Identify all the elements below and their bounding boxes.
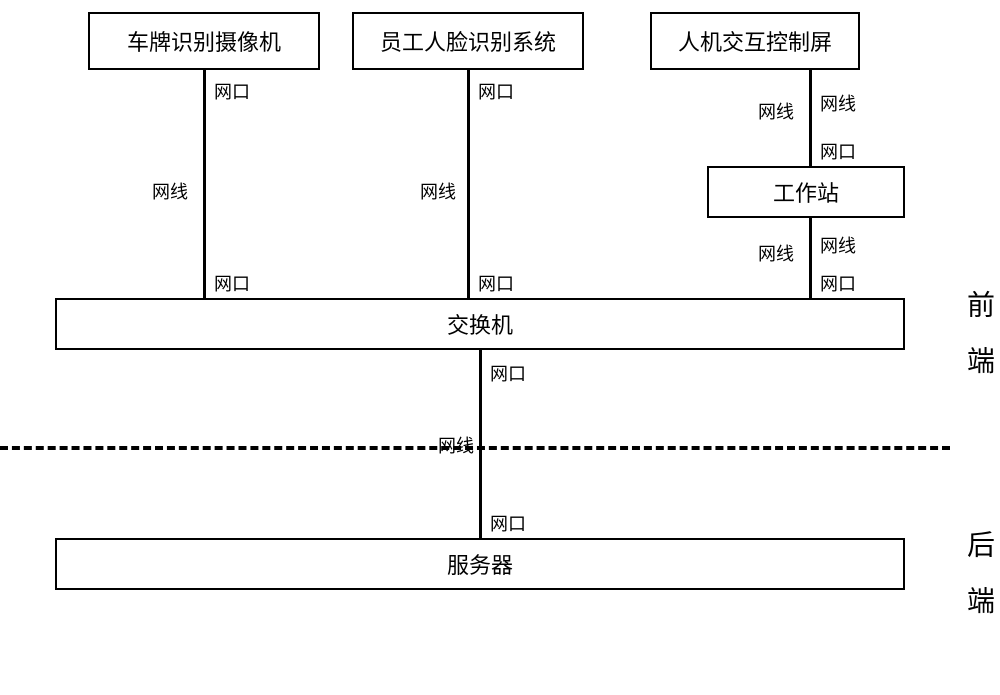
edge-label: 网线 (820, 232, 856, 258)
node-face-label: 员工人脸识别系统 (380, 25, 556, 57)
edge-label: 网口 (490, 510, 526, 536)
edge-label: 网口 (214, 78, 250, 104)
node-hmi-label: 人机交互控制屏 (678, 25, 832, 57)
edge-label: 网线 (758, 98, 794, 124)
edge-label: 网口 (490, 360, 526, 386)
edge-label: 网口 (214, 270, 250, 296)
node-server-label: 服务器 (447, 548, 513, 580)
edge-label: 网线 (438, 432, 474, 458)
edge-workstation-switch (809, 218, 812, 298)
node-face: 员工人脸识别系统 (352, 12, 584, 70)
node-workstation-label: 工作站 (773, 176, 839, 208)
edge-face-switch (467, 70, 470, 298)
node-hmi: 人机交互控制屏 (650, 12, 860, 70)
edge-label: 网线 (152, 178, 188, 204)
edge-label: 网口 (478, 78, 514, 104)
edge-hmi-workstation (809, 70, 812, 166)
edge-label: 网口 (478, 270, 514, 296)
node-camera: 车牌识别摄像机 (88, 12, 320, 70)
edge-label: 网线 (420, 178, 456, 204)
edge-camera-switch (203, 70, 206, 298)
section-divider (0, 446, 950, 450)
diagram-canvas: 车牌识别摄像机 员工人脸识别系统 人机交互控制屏 工作站 交换机 服务器 网口 … (0, 0, 1000, 695)
section-label-back: 后端 (958, 530, 998, 642)
section-label-front: 前端 (958, 290, 998, 402)
node-switch-label: 交换机 (447, 308, 513, 340)
node-server: 服务器 (55, 538, 905, 590)
edge-label: 网口 (820, 270, 856, 296)
edge-label: 网口 (820, 138, 856, 164)
node-camera-label: 车牌识别摄像机 (127, 25, 281, 57)
edge-label: 网线 (820, 90, 856, 116)
edge-switch-server (479, 350, 482, 538)
node-workstation: 工作站 (707, 166, 905, 218)
node-switch: 交换机 (55, 298, 905, 350)
edge-label: 网线 (758, 240, 794, 266)
